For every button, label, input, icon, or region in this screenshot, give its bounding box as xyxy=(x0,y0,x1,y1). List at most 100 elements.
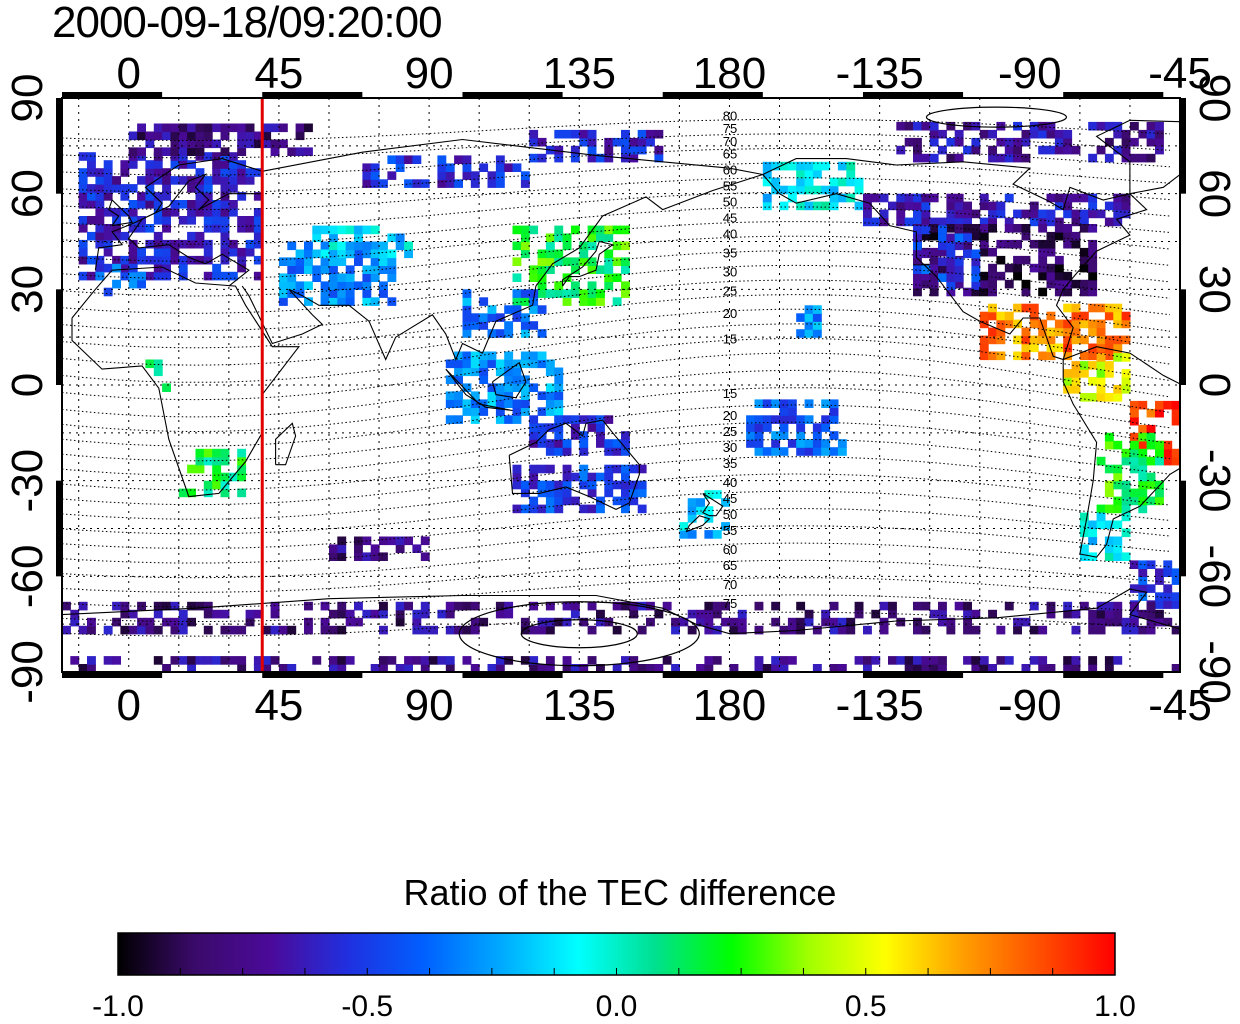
data-cell xyxy=(1129,121,1139,131)
data-cell xyxy=(1004,311,1014,321)
data-cell xyxy=(362,289,372,298)
coastline-africa xyxy=(71,266,301,498)
data-cell xyxy=(153,152,163,161)
data-cell xyxy=(712,490,722,499)
data-cell xyxy=(537,664,547,672)
data-cell xyxy=(712,609,722,619)
data-cell xyxy=(187,216,196,225)
data-cell xyxy=(938,145,947,155)
data-cell xyxy=(629,496,639,506)
data-cell xyxy=(95,168,105,177)
data-cell xyxy=(837,664,847,672)
data-cell xyxy=(153,208,163,217)
data-cell xyxy=(504,321,514,330)
data-region-siberia xyxy=(362,155,530,188)
data-cell xyxy=(604,225,614,235)
data-cell xyxy=(237,216,247,225)
data-cell xyxy=(1146,609,1156,619)
data-cell xyxy=(1155,456,1164,466)
data-cell xyxy=(203,176,213,185)
data-cell xyxy=(245,139,255,149)
data-cell xyxy=(237,123,247,133)
data-cell xyxy=(437,656,447,665)
data-cell xyxy=(971,249,981,259)
data-cell xyxy=(112,184,121,193)
data-cell xyxy=(203,247,213,257)
data-cell xyxy=(470,625,480,635)
data-cell xyxy=(137,601,146,611)
data-cell xyxy=(587,472,597,482)
data-cell xyxy=(812,423,822,432)
data-cell xyxy=(203,152,213,161)
data-cell xyxy=(754,656,764,665)
data-cell xyxy=(1021,129,1031,139)
data-cell xyxy=(529,423,539,432)
contour-label: 70 xyxy=(723,577,737,592)
data-cell xyxy=(1046,335,1056,345)
data-cell xyxy=(846,169,856,179)
data-cell xyxy=(596,617,605,627)
data-cell xyxy=(387,536,397,546)
data-cell xyxy=(596,153,605,163)
data-cell xyxy=(128,271,138,281)
data-cell xyxy=(1038,656,1048,665)
data-cell xyxy=(329,552,338,561)
data-cell xyxy=(520,407,530,416)
data-cell xyxy=(562,289,572,298)
data-cell xyxy=(245,176,255,185)
data-cell xyxy=(879,601,889,611)
data-cell xyxy=(212,139,222,149)
data-cell xyxy=(462,399,472,408)
data-cell xyxy=(946,121,956,131)
data-cell xyxy=(754,431,764,440)
data-cell xyxy=(120,192,130,201)
data-cell xyxy=(837,439,847,448)
data-cell xyxy=(954,273,964,282)
data-cell xyxy=(929,153,939,163)
data-cell xyxy=(87,656,96,665)
data-cell xyxy=(1163,617,1173,627)
data-cell xyxy=(863,217,872,227)
data-cell xyxy=(312,249,322,259)
contour-label: 75 xyxy=(723,596,737,611)
data-cell xyxy=(1171,592,1180,601)
data-cell xyxy=(387,249,397,259)
data-cell xyxy=(545,423,555,432)
data-cell xyxy=(153,168,163,177)
data-cell xyxy=(178,147,188,156)
data-cell xyxy=(1096,209,1106,219)
data-cell xyxy=(863,209,872,219)
data-cell xyxy=(988,129,997,139)
data-cell xyxy=(829,185,839,195)
data-cell xyxy=(512,383,522,392)
data-cell xyxy=(1113,209,1123,219)
data-cell xyxy=(612,496,622,506)
data-cell xyxy=(913,145,922,155)
data-cell xyxy=(921,121,931,131)
data-cell xyxy=(804,177,814,187)
data-cell xyxy=(195,239,205,249)
data-cell xyxy=(120,625,130,635)
magnetic-contour xyxy=(62,308,1171,366)
data-cell xyxy=(687,514,697,523)
data-cell xyxy=(1104,311,1114,321)
data-cell xyxy=(212,480,222,490)
data-cell xyxy=(162,664,171,672)
data-cell xyxy=(1029,239,1039,249)
data-cell xyxy=(212,263,222,273)
data-cell xyxy=(1004,601,1014,611)
data-cell xyxy=(771,664,781,672)
data-cell xyxy=(253,208,263,217)
data-cell xyxy=(87,160,96,169)
data-cell xyxy=(704,664,714,672)
data-cell xyxy=(1079,512,1089,522)
data-cell xyxy=(1138,609,1148,619)
data-cell xyxy=(779,185,789,195)
data-cell xyxy=(1038,664,1048,672)
data-cell xyxy=(721,498,730,507)
data-cell xyxy=(612,439,622,448)
magnetic-contour xyxy=(62,177,1171,211)
data-cell xyxy=(145,176,155,185)
data-cell xyxy=(203,255,213,265)
data-cell xyxy=(988,271,997,281)
